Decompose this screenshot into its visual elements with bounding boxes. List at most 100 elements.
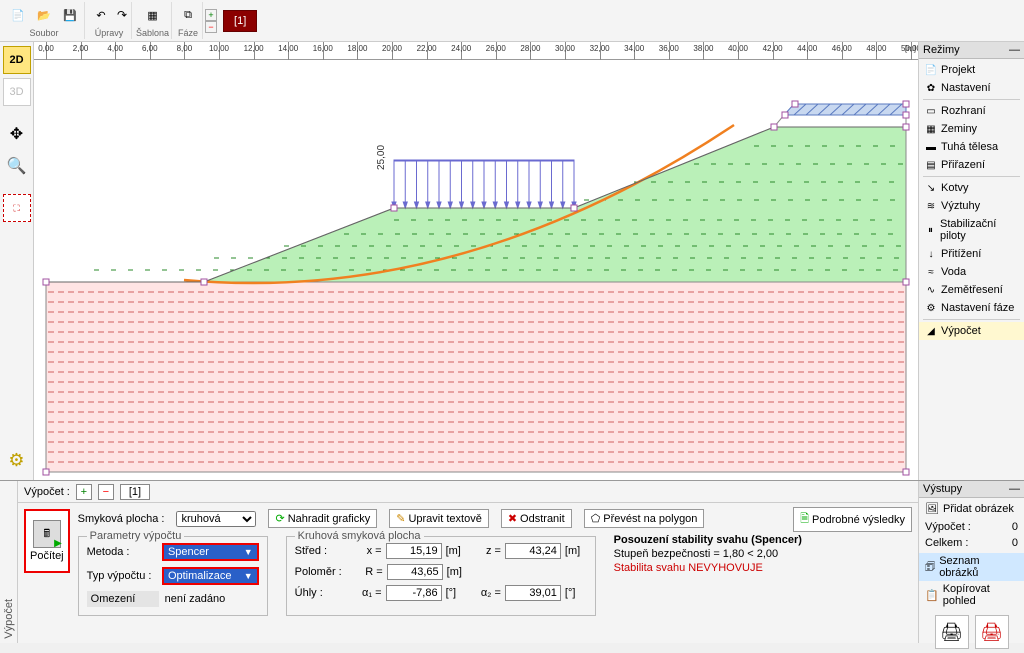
toolbar-label-upravy: Úpravy [95, 28, 124, 38]
toolbar-group-soubor: 📄 📂 💾 Soubor [4, 2, 85, 39]
detailed-results-button[interactable]: 🗎 Podrobné výsledky [793, 507, 912, 532]
modes-panel: Režimy — 📄Projekt✿Nastavení ▭Rozhraní▦Zem… [918, 42, 1024, 480]
mode-item-voda[interactable]: ≈Voda [919, 263, 1024, 281]
mode-item-rozhran-[interactable]: ▭Rozhraní [919, 102, 1024, 120]
toolbar-group-sablona: ▦ Šablona [134, 2, 172, 39]
edit-icon: ✎ [396, 512, 405, 525]
mode-item-v-ztuhy[interactable]: ≋Výztuhy [919, 197, 1024, 215]
mode-item-nastaven-[interactable]: ✿Nastavení [919, 79, 1024, 97]
settings-gear-icon[interactable]: ⚙ [3, 446, 31, 474]
print-button[interactable]: 🖨 [935, 615, 969, 649]
toolbar-group-upravy: ↶ ↷ Úpravy [87, 2, 132, 39]
print-color-button[interactable]: 🖨 [975, 615, 1009, 649]
calc-remove-button[interactable]: − [98, 484, 114, 500]
mode-icon: ∿ [925, 284, 937, 296]
fit-extents-icon[interactable]: ⛶ [3, 194, 31, 222]
modes-list: 📄Projekt✿Nastavení ▭Rozhraní▦Zeminy▬Tuhá … [919, 59, 1024, 480]
mode-item-v-po-et[interactable]: ◢Výpočet [919, 322, 1024, 340]
open-file-icon[interactable]: 📂 [32, 3, 56, 27]
toolbar-label-sablona: Šablona [136, 28, 169, 38]
remove-phase-button[interactable]: − [205, 21, 217, 33]
to-polygon-button[interactable]: ⬠ Převést na polygon [584, 509, 705, 528]
phase-tab-1[interactable]: [1] [223, 10, 257, 32]
top-toolbar: 📄 📂 💾 Soubor ↶ ↷ Úpravy ▦ Šablona ⧉ Fáze… [0, 0, 1024, 42]
drawing-canvas[interactable]: [m] 0,002,004,006,008,0010,0012,0014,001… [34, 42, 918, 480]
copy-view-button[interactable]: 📋 Kopírovat pohled [919, 581, 1024, 609]
phase-add-remove: + − [205, 9, 217, 33]
method-label: Metoda : [87, 546, 156, 558]
outputs-title: Výstupy [923, 483, 962, 495]
mode-icon: ≈ [925, 266, 937, 278]
edit-text-button[interactable]: ✎ Upravit textově [389, 509, 489, 528]
outputs-panel: Výstupy — 🖼 Přidat obrázek Výpočet : 0 C… [918, 481, 1024, 643]
new-file-icon[interactable]: 📄 [6, 3, 30, 27]
result-block: Posouzení stability svahu (Spencer) Stup… [614, 532, 824, 616]
alpha1-input[interactable] [386, 585, 442, 601]
remove-button[interactable]: ✖ Odstranit [501, 509, 572, 528]
view-3d-button[interactable]: 3D [3, 78, 31, 106]
copy-view-icon: 📋 [925, 589, 939, 602]
center-z-input[interactable] [505, 543, 561, 559]
move-tool-icon[interactable]: ✥ [3, 120, 31, 148]
params-legend: Parametry výpočtu [87, 530, 185, 542]
template-icon[interactable]: ▦ [141, 3, 165, 27]
mode-item-stabiliza-n-piloty[interactable]: ⏸Stabilizační piloty [919, 215, 1024, 245]
mode-icon: ⚙ [925, 302, 937, 314]
mode-item-p-it-en-[interactable]: ↓Přitížení [919, 245, 1024, 263]
mode-icon: ◢ [925, 325, 937, 337]
method-select[interactable]: Spencer▼ [162, 543, 259, 561]
calc-add-button[interactable]: + [76, 484, 92, 500]
alpha2-input[interactable] [505, 585, 561, 601]
result-status: Stabilita svahu NEVYHOVUJE [614, 562, 824, 574]
angles-label: Úhly : [295, 587, 348, 599]
image-list-button[interactable]: 🗊 Seznam obrázků [919, 553, 1024, 581]
view-2d-button[interactable]: 2D [3, 46, 31, 74]
limit-button[interactable]: Omezení [87, 591, 159, 607]
mode-icon: ▦ [925, 123, 937, 135]
zoom-tool-icon[interactable]: 🔍 [3, 152, 31, 180]
calc-side-label: Výpočet [0, 481, 18, 643]
modes-panel-header: Režimy — [919, 42, 1024, 59]
left-tool-strip: 2D 3D ✥ 🔍 ⛶ ⚙ [0, 42, 34, 480]
mode-icon: ⏸ [925, 224, 936, 236]
radius-input[interactable] [387, 564, 443, 580]
add-phase-button[interactable]: + [205, 9, 217, 21]
replace-graphically-button[interactable]: ⟳ Nahradit graficky [268, 509, 377, 528]
horizontal-ruler: [m] 0,002,004,006,008,0010,0012,0014,001… [34, 42, 918, 60]
calc-body: 🖩 Počítej Smyková plocha : kruhová ⟳ Nah… [18, 503, 918, 643]
save-file-icon[interactable]: 💾 [58, 3, 82, 27]
calc-type-select[interactable]: Optimalizace▼ [162, 567, 259, 585]
shear-surface-label: Smyková plocha : [78, 513, 165, 525]
mode-icon: ↘ [925, 182, 937, 194]
calc-type-label: Typ výpočtu : [87, 570, 156, 582]
limit-value: není zadáno [165, 593, 226, 605]
mode-icon: ↓ [925, 248, 937, 260]
calc-tab-1[interactable]: [1] [120, 484, 150, 500]
mode-icon: ▭ [925, 105, 937, 117]
mode-item-kotvy[interactable]: ↘Kotvy [919, 179, 1024, 197]
remove-icon: ✖ [508, 512, 517, 525]
mode-icon: ≋ [925, 200, 937, 212]
shear-surface-row: Smyková plocha : kruhová ⟳ Nahradit graf… [78, 509, 912, 528]
output-stat-total: Celkem : 0 [919, 535, 1024, 551]
modes-panel-minimize-icon[interactable]: — [1009, 44, 1020, 56]
outputs-minimize-icon[interactable]: — [1009, 483, 1020, 495]
toolbar-label-faze: Fáze [178, 28, 198, 38]
undo-icon[interactable]: ↶ [89, 3, 113, 27]
run-calculation-button[interactable]: 🖩 Počítej [24, 509, 70, 573]
add-image-button[interactable]: 🖼 Přidat obrázek [919, 500, 1024, 517]
mode-item-projekt[interactable]: 📄Projekt [919, 61, 1024, 79]
result-title: Posouzení stability svahu (Spencer) [614, 534, 824, 546]
mode-item-zeminy[interactable]: ▦Zeminy [919, 120, 1024, 138]
replace-icon: ⟳ [275, 512, 284, 525]
center-x-input[interactable] [386, 543, 442, 559]
redo-icon[interactable]: ↷ [115, 8, 129, 22]
mode-item-nastaven-f-ze[interactable]: ⚙Nastavení fáze [919, 299, 1024, 317]
outputs-header: Výstupy — [919, 481, 1024, 498]
mode-item-p-i-azen-[interactable]: ▤Přiřazení [919, 156, 1024, 174]
mode-item-tuh-t-lesa[interactable]: ▬Tuhá tělesa [919, 138, 1024, 156]
shear-surface-select[interactable]: kruhová [176, 511, 256, 527]
detail-icon: 🗎 [800, 510, 809, 529]
mode-item-zem-t-esen-[interactable]: ∿Zemětřesení [919, 281, 1024, 299]
phase-icon[interactable]: ⧉ [176, 3, 200, 27]
